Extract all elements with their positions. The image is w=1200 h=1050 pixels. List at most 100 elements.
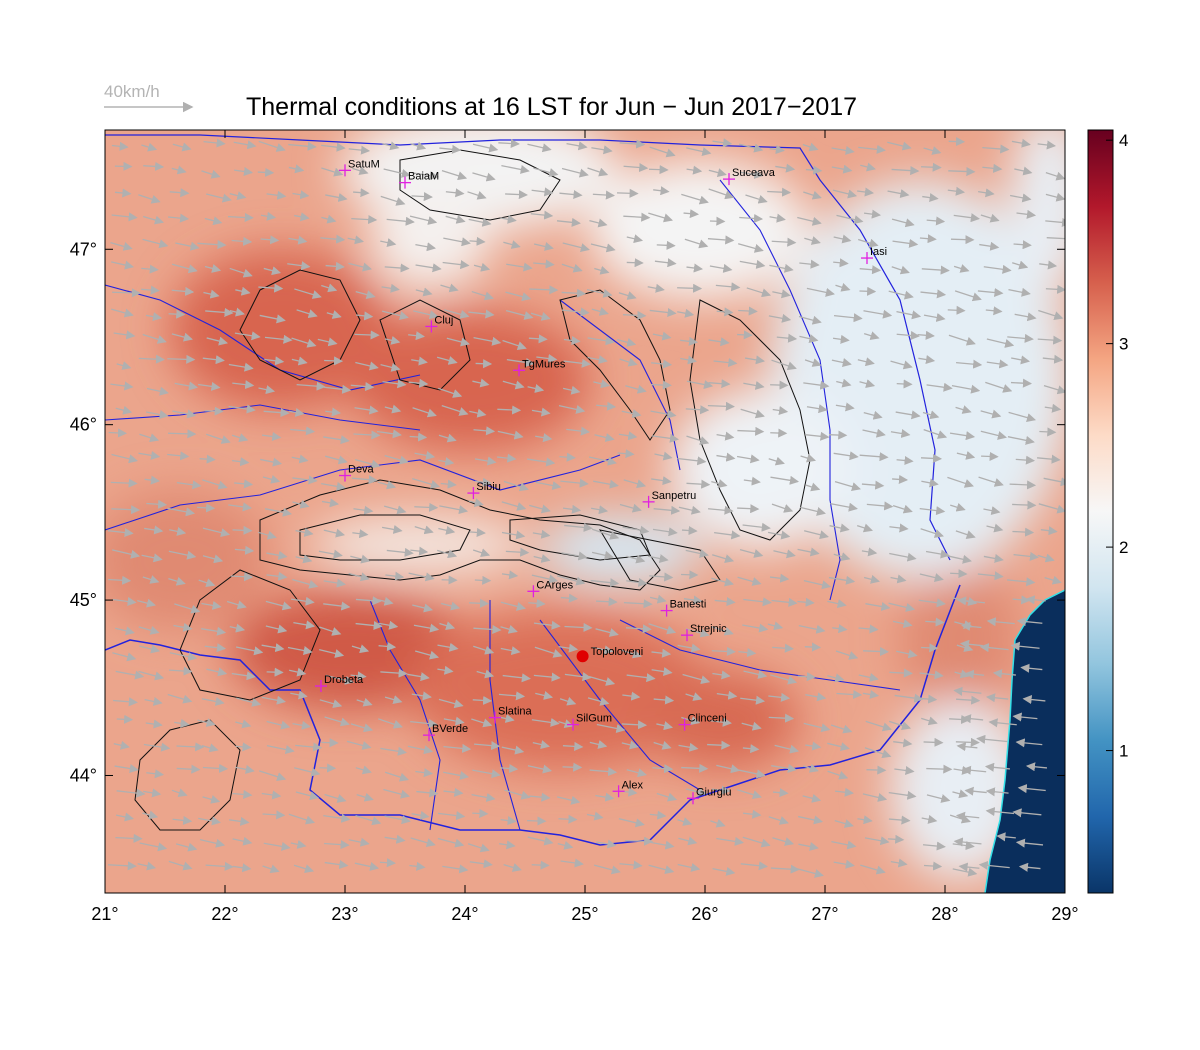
wind-arrow [740, 861, 768, 871]
wind-arrow [261, 431, 282, 441]
wind-arrow [894, 765, 915, 775]
wind-arrow [474, 456, 497, 466]
wind-arrow [921, 814, 938, 824]
wind-arrow [686, 263, 704, 273]
wind-arrow [798, 841, 819, 851]
wind-arrow [977, 287, 1004, 298]
wind-arrow [228, 362, 254, 372]
wind-arrow [566, 141, 588, 151]
longitude-labels: 21° 22° 23° 24° 25° 26° 27° 28° 29° [91, 904, 1078, 924]
wind-arrow [142, 238, 169, 249]
wind-arrow [617, 337, 637, 347]
wind-arrow [386, 547, 414, 557]
wind-arrow [415, 287, 433, 297]
wind-arrow [622, 310, 647, 320]
city-label: CArges [536, 579, 573, 591]
wind-arrow [356, 697, 373, 707]
wind-arrow [1012, 260, 1029, 270]
wind-arrow [920, 289, 947, 299]
colorbar-tick-label: 2 [1119, 538, 1128, 557]
wind-arrow [1037, 553, 1055, 563]
wind-arrow [113, 740, 130, 750]
wind-arrow [988, 718, 1017, 728]
wind-arrow [896, 330, 920, 340]
wind-arrow [232, 836, 253, 846]
wind-arrow [709, 263, 733, 273]
wind-arrow [619, 860, 643, 870]
wind-arrow [472, 769, 501, 779]
wind-arrow [351, 644, 370, 654]
wind-arrow [323, 384, 352, 394]
wind-arrow [167, 451, 190, 461]
wind-arrow [442, 260, 470, 270]
wind-arrow [497, 430, 524, 440]
wind-arrow [171, 286, 195, 296]
wind-arrow [616, 188, 639, 198]
city-marker: Iasi [861, 246, 887, 265]
wind-arrow [111, 549, 141, 559]
wind-arrow [805, 482, 821, 492]
wind-arrow [737, 576, 762, 586]
wind-arrow [653, 186, 670, 196]
wind-arrow [621, 740, 639, 750]
wind-arrow [921, 265, 950, 275]
wind-arrow [410, 141, 427, 151]
wind-arrow [443, 770, 470, 780]
wind-arrow [860, 162, 876, 172]
wind-arrow [206, 336, 229, 346]
wind-arrow [202, 527, 231, 538]
wind-arrow [228, 502, 252, 512]
lon-tick-label: 22° [211, 904, 238, 924]
wind-arrow [145, 410, 169, 419]
wind-arrow [384, 404, 402, 414]
lon-tick-label: 29° [1051, 904, 1078, 924]
wind-arrow [476, 669, 495, 679]
wind-arrow [530, 312, 551, 321]
wind-arrow [834, 787, 854, 797]
wind-arrow [953, 213, 980, 223]
wind-arrow [712, 670, 731, 680]
wind-arrow [767, 621, 784, 631]
wind-arrow [169, 188, 190, 198]
wind-arrow [324, 716, 350, 727]
wind-arrow [681, 763, 709, 773]
city-marker: Sanpetru [642, 490, 696, 508]
wind-arrow [319, 626, 342, 636]
wind-arrow [652, 764, 674, 774]
lon-tick-label: 27° [811, 904, 838, 924]
wind-arrow [172, 815, 193, 825]
city-marker: Drobeta [315, 674, 364, 693]
wind-arrow [714, 597, 736, 607]
wind-arrow [137, 861, 157, 871]
wind-arrow [954, 290, 982, 302]
wind-arrow [771, 237, 797, 247]
wind-arrow [411, 810, 430, 820]
wind-arrow [529, 504, 551, 514]
colorbar-tick-label: 3 [1119, 335, 1128, 354]
wind-arrow [355, 815, 382, 826]
wind-arrow [111, 453, 138, 464]
wind-arrow [956, 450, 976, 460]
wind-arrow [626, 673, 656, 683]
wind-arrow [115, 833, 143, 843]
wind-arrow [350, 381, 375, 392]
wind-arrow [957, 596, 985, 606]
wind-arrow [804, 236, 821, 245]
wind-arrow [500, 214, 517, 224]
wind-arrow [199, 454, 216, 464]
wind-arrow [805, 692, 827, 702]
wind-arrow [651, 667, 673, 677]
wind-arrow [956, 742, 978, 752]
wind-arrow [892, 619, 913, 629]
map-title: Thermal conditions at 16 LST for Jun − J… [246, 93, 858, 121]
wind-arrow [528, 334, 548, 344]
wind-arrow [768, 816, 789, 825]
wind-arrow [441, 405, 469, 416]
wind-arrow [737, 504, 760, 514]
wind-arrow [862, 689, 880, 699]
wind-arrow [626, 768, 647, 778]
wind-arrow [863, 309, 893, 319]
wind-arrow [501, 164, 530, 174]
wind-arrow [112, 288, 141, 298]
wind-arrow [235, 286, 251, 296]
